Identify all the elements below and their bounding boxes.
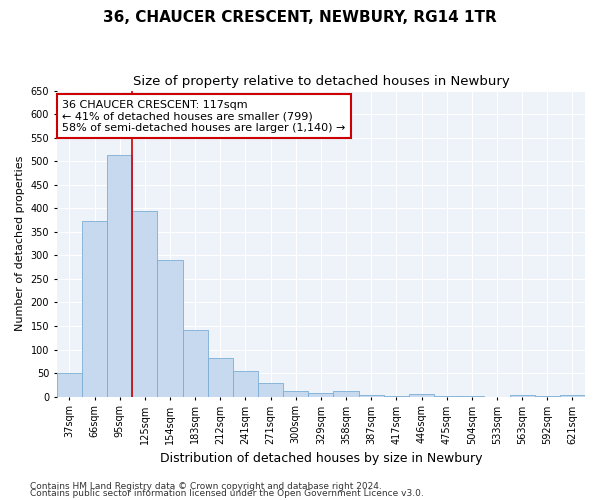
Bar	[107, 155, 132, 396]
Bar	[560, 395, 585, 396]
Text: Contains public sector information licensed under the Open Government Licence v3: Contains public sector information licen…	[30, 489, 424, 498]
Bar	[233, 371, 258, 396]
Bar	[509, 395, 535, 396]
Bar	[182, 330, 208, 396]
Bar	[132, 210, 157, 396]
Bar	[258, 383, 283, 396]
X-axis label: Distribution of detached houses by size in Newbury: Distribution of detached houses by size …	[160, 452, 482, 465]
Bar	[283, 391, 308, 396]
Bar	[334, 392, 359, 396]
Text: 36 CHAUCER CRESCENT: 117sqm
← 41% of detached houses are smaller (799)
58% of se: 36 CHAUCER CRESCENT: 117sqm ← 41% of det…	[62, 100, 346, 133]
Bar	[82, 221, 107, 396]
Bar	[308, 393, 334, 396]
Bar	[208, 358, 233, 397]
Y-axis label: Number of detached properties: Number of detached properties	[15, 156, 25, 332]
Bar	[57, 373, 82, 396]
Title: Size of property relative to detached houses in Newbury: Size of property relative to detached ho…	[133, 75, 509, 88]
Text: Contains HM Land Registry data © Crown copyright and database right 2024.: Contains HM Land Registry data © Crown c…	[30, 482, 382, 491]
Bar	[409, 394, 434, 396]
Bar	[359, 395, 384, 396]
Bar	[157, 260, 182, 396]
Text: 36, CHAUCER CRESCENT, NEWBURY, RG14 1TR: 36, CHAUCER CRESCENT, NEWBURY, RG14 1TR	[103, 10, 497, 25]
